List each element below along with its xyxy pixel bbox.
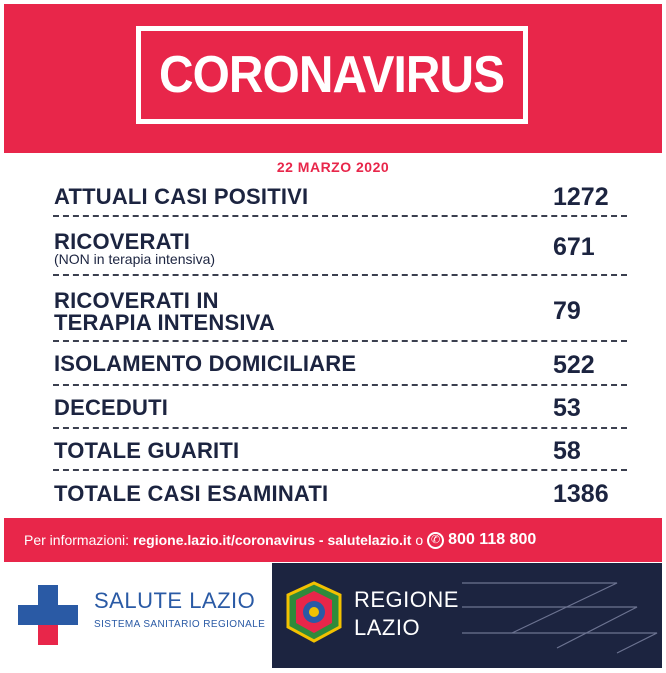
report-date: 22 MARZO 2020 <box>276 159 390 175</box>
phone-number[interactable]: 800 118 800 <box>448 531 537 548</box>
title-frame: CORONAVIRUS <box>136 26 528 124</box>
regional-emblem-icon <box>286 581 342 643</box>
stat-row-ricoverati: RICOVERATI (NON in terapia intensiva) 67… <box>53 217 627 276</box>
salutelazio-link[interactable]: salutelazio.it <box>327 532 412 548</box>
stat-label: ATTUALI CASI POSITIVI <box>54 184 309 209</box>
stat-label-line2: TERAPIA INTENSIVA <box>54 310 275 335</box>
stat-value: 53 <box>553 394 581 422</box>
stat-value: 1386 <box>553 480 609 508</box>
salute-lazio-logo: SALUTE LAZIO SISTEMA SANITARIO REGIONALE <box>4 563 272 668</box>
stat-label-line1: RICOVERATI IN <box>54 288 219 313</box>
info-bar: Per informazioni: regione.lazio.it/coron… <box>4 518 662 562</box>
stat-row-deceduti: DECEDUTI 53 <box>53 386 627 429</box>
info-separator: - <box>318 532 324 548</box>
stat-label: RICOVERATI <box>54 229 191 254</box>
regione-link[interactable]: regione.lazio.it/coronavirus <box>132 532 315 548</box>
regione-label-line1: REGIONE <box>354 587 459 612</box>
regione-label-line2: LAZIO <box>354 615 421 640</box>
decorative-lines <box>462 582 658 654</box>
stat-row-totale-casi-esaminati: TOTALE CASI ESAMINATI 1386 <box>53 471 627 515</box>
stat-value: 1272 <box>553 183 609 211</box>
stat-row-isolamento-domiciliare: ISOLAMENTO DOMICILIARE 522 <box>53 342 627 386</box>
regione-lazio-logo: REGIONE LAZIO <box>272 563 662 668</box>
stat-label: TOTALE CASI ESAMINATI <box>54 481 329 506</box>
stat-sublabel: (NON in terapia intensiva) <box>54 251 216 267</box>
stat-label: ISOLAMENTO DOMICILIARE <box>54 351 357 376</box>
stat-value: 671 <box>553 233 595 261</box>
salute-lazio-title: SALUTE LAZIO <box>94 588 256 613</box>
stat-value: 58 <box>553 437 581 465</box>
header-banner: CORONAVIRUS <box>4 4 662 153</box>
stat-row-totale-guariti: TOTALE GUARITI 58 <box>53 429 627 471</box>
stat-row-terapia-intensiva: RICOVERATI IN TERAPIA INTENSIVA 79 <box>53 276 627 342</box>
stat-value: 522 <box>553 351 595 379</box>
page-title: CORONAVIRUS <box>159 46 505 104</box>
info-lead: Per informazioni: <box>24 532 130 548</box>
salute-lazio-subtitle: SISTEMA SANITARIO REGIONALE <box>94 619 266 630</box>
stat-label: DECEDUTI <box>54 395 169 420</box>
stat-row-attuali-casi-positivi: ATTUALI CASI POSITIVI 1272 <box>53 180 627 217</box>
cross-icon <box>18 585 78 645</box>
info-or: o <box>415 532 424 548</box>
stat-label: TOTALE GUARITI <box>54 438 240 463</box>
stat-value: 79 <box>553 297 581 325</box>
phone-icon: ✆ <box>427 531 445 549</box>
